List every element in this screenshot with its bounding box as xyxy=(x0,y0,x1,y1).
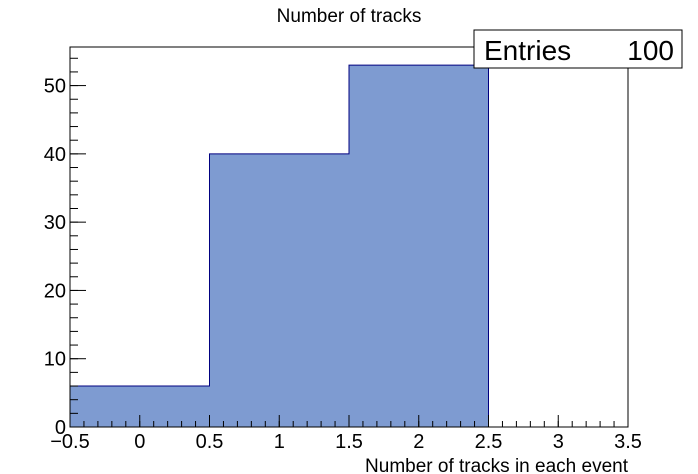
y-tick-label: 30 xyxy=(44,212,66,234)
y-tick-label: 40 xyxy=(44,144,66,166)
x-tick-label: 3.5 xyxy=(614,431,642,453)
y-axis: 0 10 20 30 40 50 xyxy=(44,57,86,439)
stats-box-frame xyxy=(473,29,683,69)
x-tick-label: 2 xyxy=(413,431,424,453)
x-axis-title: Number of tracks in each event xyxy=(365,456,629,474)
x-tick-label: 1 xyxy=(274,431,285,453)
x-tick-label: 2.5 xyxy=(475,431,503,453)
x-tick-label: 1.5 xyxy=(335,431,363,453)
stats-entries-value: 100 xyxy=(627,35,674,66)
y-tick-label: 50 xyxy=(44,76,66,98)
histogram-outline xyxy=(69,64,628,428)
x-tick-label: −0.5 xyxy=(50,431,89,453)
y-tick-label: 0 xyxy=(55,417,66,439)
stats-box: Entries 100 xyxy=(473,29,683,69)
x-tick-label: 3 xyxy=(553,431,564,453)
bars-layer xyxy=(69,64,628,428)
chart-title: Number of tracks xyxy=(277,6,422,27)
y-tick-label: 20 xyxy=(44,280,66,302)
histogram-bar xyxy=(349,65,489,427)
stats-entries-label: Entries xyxy=(484,35,571,66)
histogram-bar xyxy=(209,153,349,428)
x-tick-label: 0 xyxy=(134,431,145,453)
y-tick-label: 10 xyxy=(44,349,66,371)
x-tick-label: 0.5 xyxy=(196,431,224,453)
x-axis: −0.5 0 0.5 1 1.5 2 2.5 3 3.5 xyxy=(50,415,642,453)
